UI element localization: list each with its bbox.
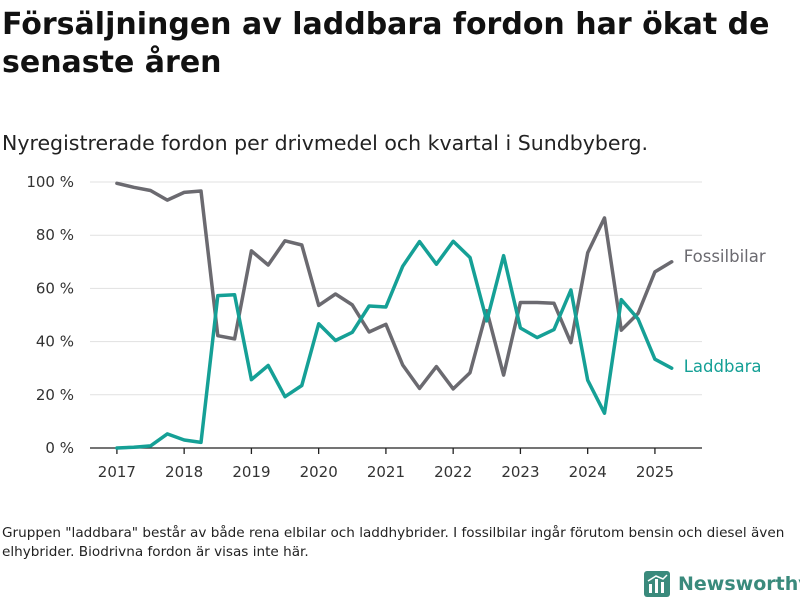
- logo-text: Newsworthy: [678, 573, 800, 595]
- x-tick-label: 2022: [434, 463, 472, 481]
- x-axis: 2017 2018 2019 2020 2021 2022 2023 2024 2025: [90, 447, 702, 481]
- y-tick-label: 20 %: [36, 386, 74, 404]
- line-chart: 2017 2018 2019 2020 2021 2022 2023 2024 2025 0 %…: [26, 173, 766, 481]
- footnote: Gruppen "laddbara" består av både rena e…: [2, 525, 785, 560]
- chart-subtitle: Nyregistrerade fordon per drivmedel och …: [2, 131, 649, 155]
- y-tick-label: 40 %: [36, 333, 74, 351]
- bar-chart-logo-icon: [644, 571, 670, 597]
- y-axis: 0 % 20 % 40 % 60 % 80 % 100 %: [26, 173, 74, 457]
- series-line-fossilbilar: [115, 181, 674, 391]
- chart-title: Försäljningen av laddbara fordon har öka…: [2, 7, 770, 80]
- gridlines: [90, 181, 702, 396]
- x-tick-label: 2018: [165, 463, 203, 481]
- series-line-laddbara: [115, 239, 674, 450]
- x-tick-label: 2023: [501, 463, 539, 481]
- x-tick-label: 2019: [232, 463, 270, 481]
- series-lines: [115, 181, 674, 450]
- x-tick-label: 2025: [636, 463, 674, 481]
- y-tick-label: 80 %: [36, 226, 74, 244]
- x-tick-label: 2021: [367, 463, 405, 481]
- y-tick-label: 100 %: [26, 173, 74, 191]
- series-label-fossilbilar: Fossilbilar: [684, 247, 766, 266]
- x-tick-label: 2024: [569, 463, 607, 481]
- x-tick-label: 2020: [300, 463, 338, 481]
- y-tick-label: 0 %: [45, 439, 74, 457]
- x-tick-label: 2017: [98, 463, 136, 481]
- y-tick-label: 60 %: [36, 279, 74, 297]
- series-label-laddbara: Laddbara: [684, 357, 762, 376]
- series-labels: Fossilbilar Laddbara: [684, 247, 766, 376]
- newsworthy-logo: Newsworthy: [644, 569, 800, 599]
